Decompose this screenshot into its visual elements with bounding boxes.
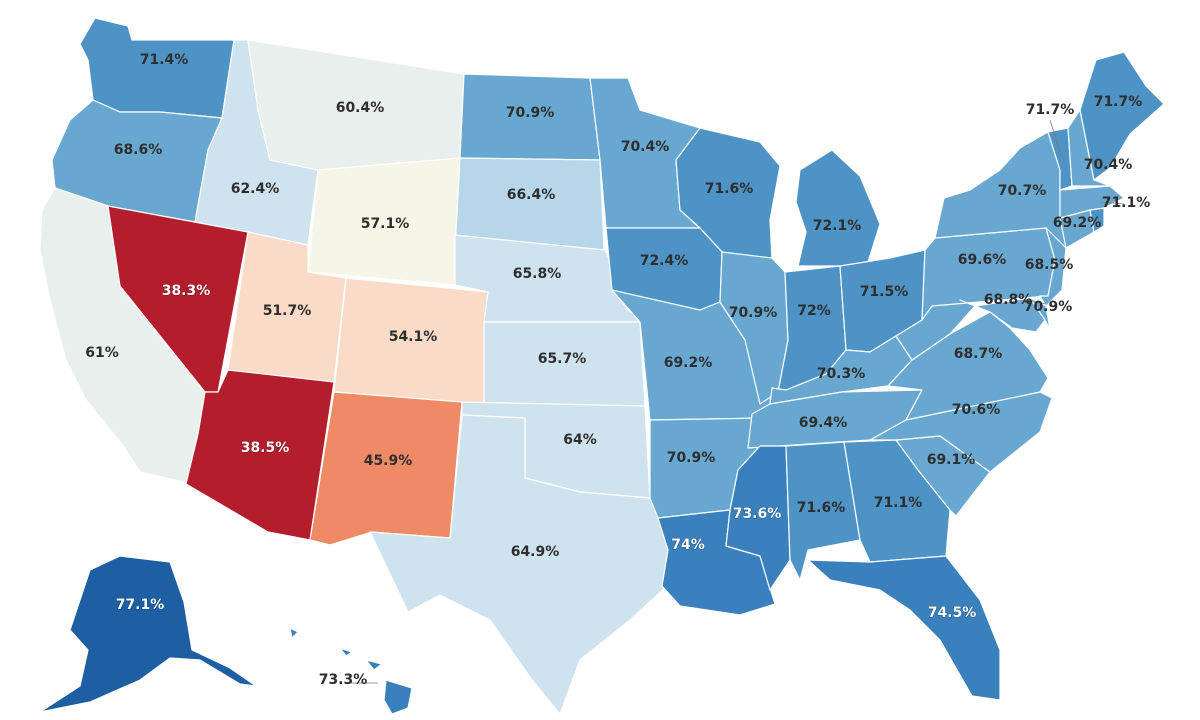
state-label-la: 74%: [671, 537, 705, 553]
state-label-pa: 69.6%: [958, 252, 1007, 268]
state-nh: [1067, 109, 1111, 187]
state-hi: [289, 627, 413, 715]
state-vt: [1047, 127, 1073, 191]
state-label-ar: 70.9%: [667, 450, 716, 466]
state-label-il: 70.9%: [729, 305, 778, 321]
state-label-nj: 68.5%: [1025, 257, 1074, 273]
state-label-ut: 51.7%: [263, 303, 312, 319]
state-label-mn: 70.4%: [621, 139, 670, 155]
state-ak: [39, 555, 257, 713]
state-fl: [807, 555, 1001, 701]
state-label-ia: 72.4%: [640, 253, 689, 269]
leader-line-ri: [1099, 201, 1125, 205]
state-label-md: 68.8%: [984, 292, 1033, 308]
state-label-ks: 65.7%: [538, 351, 587, 367]
state-label-sc: 69.1%: [927, 452, 976, 468]
state-label-tn: 69.4%: [799, 415, 848, 431]
state-label-wi: 71.6%: [705, 181, 754, 197]
state-label-va: 68.7%: [954, 346, 1003, 362]
state-label-fl: 74.5%: [928, 605, 977, 621]
state-label-id: 62.4%: [231, 181, 280, 197]
state-label-nc: 70.6%: [952, 402, 1001, 418]
state-label-in: 72%: [797, 303, 831, 319]
state-az: [185, 369, 335, 541]
state-wi: [675, 127, 781, 259]
state-label-nm: 45.9%: [364, 453, 413, 469]
state-label-ms: 73.6%: [733, 506, 782, 522]
state-wa: [79, 17, 235, 119]
state-label-hi: 73.3%: [319, 672, 368, 688]
state-label-ga: 71.1%: [874, 495, 923, 511]
state-label-ny: 70.7%: [998, 183, 1047, 199]
state-label-co: 54.1%: [389, 329, 438, 345]
state-label-ky: 70.3%: [817, 366, 866, 382]
state-label-or: 68.6%: [114, 142, 163, 158]
state-label-ri: 71.1%: [1102, 195, 1151, 211]
state-me: [1079, 51, 1165, 181]
state-label-ak: 77.1%: [116, 597, 165, 613]
state-tx: [369, 414, 673, 715]
leader-line-vt: [1049, 119, 1063, 159]
state-mi: [795, 149, 881, 267]
state-label-az: 38.5%: [241, 440, 290, 456]
state-nj: [1039, 227, 1067, 307]
state-label-vt: 71.7%: [1026, 102, 1075, 118]
state-label-me: 71.7%: [1094, 94, 1143, 110]
state-label-mt: 60.4%: [336, 100, 385, 116]
state-label-ca: 61%: [85, 345, 119, 361]
leader-line-de: [1035, 301, 1047, 305]
state-label-oh: 71.5%: [860, 284, 909, 300]
state-label-nd: 70.9%: [506, 105, 555, 121]
leader-line-nh: [1085, 159, 1107, 164]
state-label-mo: 69.2%: [664, 355, 713, 371]
state-label-ct: 69.2%: [1053, 215, 1102, 231]
state-label-al: 71.6%: [797, 500, 846, 516]
state-label-ok: 64%: [563, 432, 597, 448]
state-label-wa: 71.4%: [140, 52, 189, 68]
state-label-nv: 38.3%: [162, 283, 211, 299]
state-label-sd: 66.4%: [507, 187, 556, 203]
state-label-mi: 72.1%: [813, 218, 862, 234]
state-label-ne: 65.8%: [513, 266, 562, 282]
state-label-tx: 64.9%: [511, 544, 560, 560]
state-label-wy: 57.1%: [361, 216, 410, 232]
state-label-nh: 70.4%: [1084, 157, 1133, 173]
state-ms: [725, 445, 791, 591]
state-label-de: 70.9%: [1024, 299, 1073, 315]
